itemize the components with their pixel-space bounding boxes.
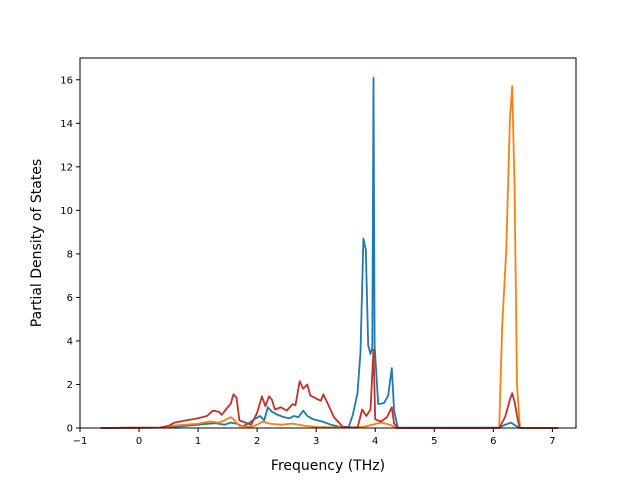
y-tick-label: 6 — [67, 293, 73, 304]
x-tick-label: 7 — [549, 436, 555, 447]
y-tick-label: 10 — [60, 206, 73, 217]
y-tick-label: 16 — [60, 75, 73, 86]
x-tick-label: 3 — [313, 436, 319, 447]
y-tick-label: 14 — [60, 119, 73, 130]
x-axis-title: Frequency (THz) — [271, 458, 385, 474]
y-tick-label: 2 — [67, 380, 73, 391]
y-axis-ticks: 0 2 4 6 8 10 12 14 16 — [60, 75, 80, 435]
series-line-2 — [100, 85, 559, 429]
series-lines — [100, 76, 559, 429]
x-tick-label: 4 — [372, 436, 378, 447]
x-tick-label: 5 — [431, 436, 437, 447]
x-axis-ticks: −1 0 1 2 3 4 5 6 7 — [73, 428, 556, 447]
y-tick-label: 12 — [60, 162, 73, 173]
x-tick-label: 1 — [195, 436, 201, 447]
x-tick-label: 6 — [490, 436, 496, 447]
y-tick-label: 4 — [67, 336, 73, 347]
x-tick-label: 0 — [136, 436, 142, 447]
series-line-1 — [100, 76, 559, 429]
x-tick-label: −1 — [73, 436, 88, 447]
y-axis-title: Partial Density of States — [29, 159, 45, 327]
y-tick-label: 8 — [67, 249, 73, 260]
y-tick-label: 0 — [67, 424, 73, 435]
series-line-3 — [100, 348, 559, 429]
plot-frame — [79, 57, 577, 429]
x-tick-label: 2 — [254, 436, 260, 447]
